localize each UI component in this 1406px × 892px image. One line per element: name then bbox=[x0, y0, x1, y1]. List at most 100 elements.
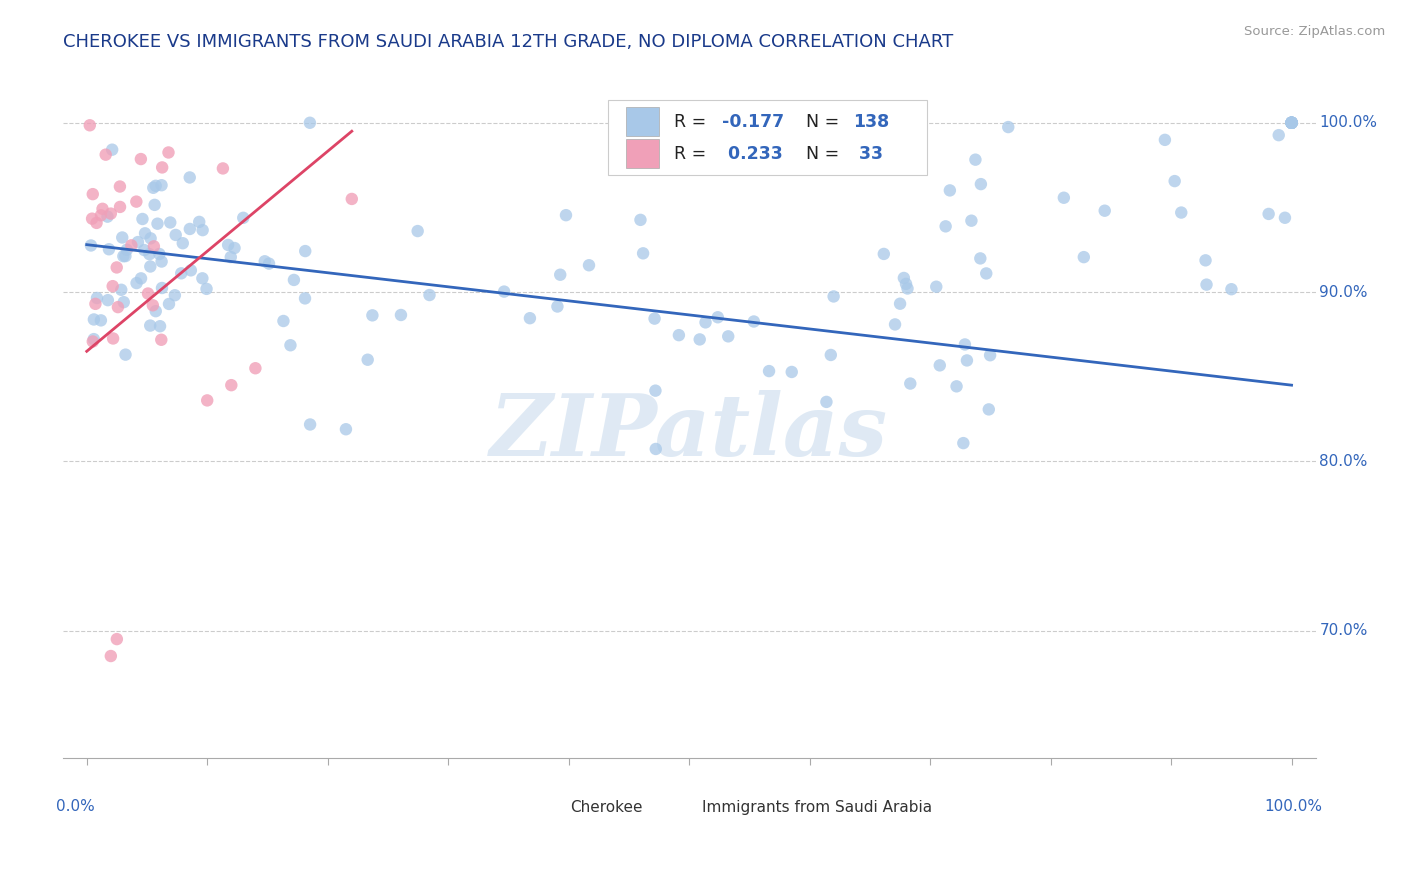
Point bbox=[179, 222, 201, 236]
FancyBboxPatch shape bbox=[607, 100, 927, 175]
Point bbox=[1274, 211, 1296, 225]
Point bbox=[90, 208, 112, 222]
Point bbox=[114, 249, 136, 263]
Text: 80.0%: 80.0% bbox=[1319, 454, 1368, 469]
Point bbox=[1267, 128, 1289, 143]
Point bbox=[1281, 116, 1303, 130]
Point bbox=[997, 120, 1019, 134]
Point bbox=[939, 183, 962, 197]
Point bbox=[82, 187, 104, 202]
Point bbox=[191, 223, 214, 237]
Point bbox=[224, 241, 246, 255]
Point bbox=[100, 648, 122, 663]
Point bbox=[127, 235, 149, 249]
Point bbox=[1281, 116, 1303, 130]
Point bbox=[896, 281, 918, 295]
Point bbox=[107, 300, 129, 314]
Point bbox=[257, 257, 280, 271]
Point bbox=[134, 243, 156, 257]
Point bbox=[86, 291, 108, 305]
Point bbox=[406, 224, 429, 238]
Point bbox=[112, 249, 135, 263]
Point bbox=[145, 178, 167, 193]
Text: 90.0%: 90.0% bbox=[1319, 285, 1368, 300]
Point bbox=[823, 289, 845, 303]
Point bbox=[1281, 116, 1303, 130]
Point bbox=[974, 267, 997, 281]
Point bbox=[893, 271, 915, 285]
Point bbox=[91, 202, 114, 216]
Point bbox=[1281, 116, 1303, 130]
Point bbox=[889, 296, 911, 310]
Point bbox=[361, 309, 384, 323]
Point bbox=[283, 273, 305, 287]
Point bbox=[979, 348, 1001, 362]
Point bbox=[108, 179, 131, 194]
Point bbox=[1281, 116, 1303, 130]
Point bbox=[1154, 133, 1177, 147]
Point bbox=[134, 227, 156, 241]
Point bbox=[1194, 253, 1216, 268]
Text: R =: R = bbox=[673, 113, 711, 131]
Point bbox=[928, 359, 950, 373]
Point bbox=[97, 293, 120, 307]
Point bbox=[494, 285, 516, 299]
Point bbox=[105, 632, 128, 646]
Point bbox=[668, 328, 690, 343]
Point bbox=[149, 319, 172, 334]
Point bbox=[952, 436, 974, 450]
Point bbox=[146, 217, 169, 231]
Point bbox=[129, 271, 152, 285]
Point bbox=[389, 308, 412, 322]
Point bbox=[1281, 116, 1303, 130]
Point bbox=[150, 254, 173, 268]
Point bbox=[136, 286, 159, 301]
Point bbox=[1281, 116, 1303, 130]
Point bbox=[219, 250, 242, 264]
Point bbox=[157, 297, 180, 311]
Point bbox=[143, 198, 166, 212]
Point bbox=[115, 243, 138, 257]
Point bbox=[340, 192, 363, 206]
Point bbox=[1170, 205, 1192, 219]
Point bbox=[1281, 116, 1303, 130]
Point bbox=[1073, 250, 1095, 264]
Point bbox=[873, 247, 896, 261]
Point bbox=[548, 268, 571, 282]
Point bbox=[170, 266, 193, 280]
Point bbox=[357, 352, 380, 367]
Point bbox=[188, 215, 211, 229]
Point bbox=[630, 212, 652, 227]
Point bbox=[758, 364, 780, 378]
Point bbox=[84, 297, 107, 311]
Point bbox=[742, 314, 765, 328]
Point bbox=[125, 276, 148, 290]
Point bbox=[717, 329, 740, 343]
Point bbox=[150, 281, 173, 295]
Point bbox=[114, 348, 136, 362]
Text: 100.0%: 100.0% bbox=[1264, 799, 1322, 814]
FancyBboxPatch shape bbox=[536, 800, 561, 816]
Point bbox=[1281, 116, 1303, 130]
Point bbox=[80, 238, 103, 252]
Point bbox=[1094, 203, 1116, 218]
Point bbox=[195, 282, 218, 296]
Point bbox=[105, 260, 128, 275]
Point bbox=[280, 338, 302, 352]
Text: Source: ZipAtlas.com: Source: ZipAtlas.com bbox=[1244, 25, 1385, 38]
Point bbox=[894, 277, 917, 291]
Point bbox=[1053, 191, 1076, 205]
Point bbox=[165, 227, 187, 242]
Point bbox=[101, 279, 124, 293]
Point bbox=[956, 353, 979, 368]
Point bbox=[139, 231, 162, 245]
Point bbox=[644, 384, 666, 398]
Point bbox=[253, 254, 276, 268]
Point bbox=[294, 244, 316, 258]
Point bbox=[139, 260, 162, 274]
Text: 0.0%: 0.0% bbox=[56, 799, 96, 814]
Point bbox=[1281, 116, 1303, 130]
Point bbox=[110, 283, 132, 297]
Point bbox=[925, 279, 948, 293]
Point bbox=[546, 300, 568, 314]
